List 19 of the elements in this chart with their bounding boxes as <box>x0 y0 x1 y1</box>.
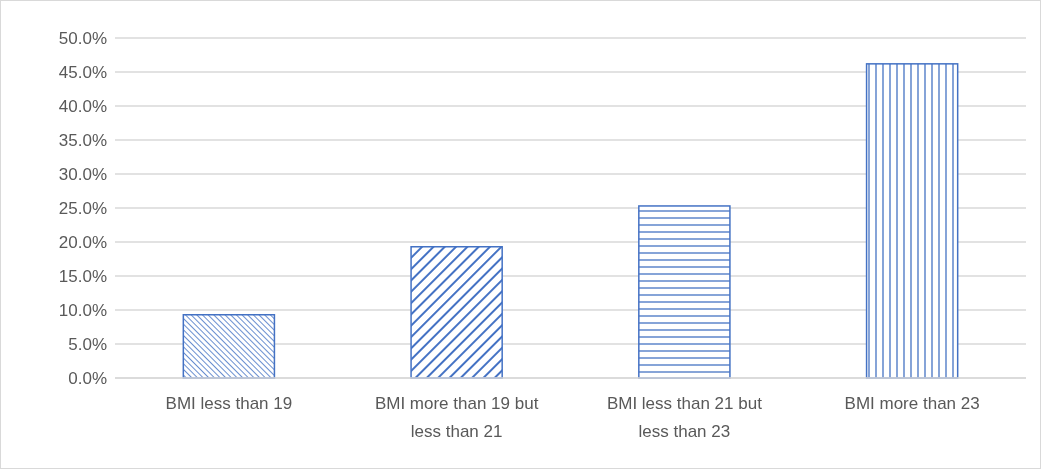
x-tick-label: BMI less than 19 <box>165 394 293 413</box>
y-tick-label: 40.0% <box>58 96 107 116</box>
y-tick-label: 10.0% <box>58 300 107 320</box>
bar <box>638 205 731 379</box>
y-tick-label: 0.0% <box>68 368 107 388</box>
y-tick-label: 35.0% <box>58 130 107 150</box>
bar <box>410 246 503 379</box>
y-tick-label: 45.0% <box>58 62 107 82</box>
x-tick-label: BMI more than 19 but less than 21 <box>374 394 539 441</box>
y-tick-label: 30.0% <box>58 164 107 184</box>
y-tick-label: 15.0% <box>58 266 107 286</box>
y-tick-label: 50.0% <box>58 28 107 48</box>
x-tick-label: BMI more than 23 <box>844 394 980 413</box>
y-tick-label: 25.0% <box>58 198 107 218</box>
y-tick-label: 5.0% <box>68 334 107 354</box>
bar <box>865 63 959 379</box>
bar <box>182 314 276 379</box>
x-tick-label: BMI less than 21 but less than 23 <box>606 394 763 441</box>
y-tick-label: 20.0% <box>58 232 107 252</box>
